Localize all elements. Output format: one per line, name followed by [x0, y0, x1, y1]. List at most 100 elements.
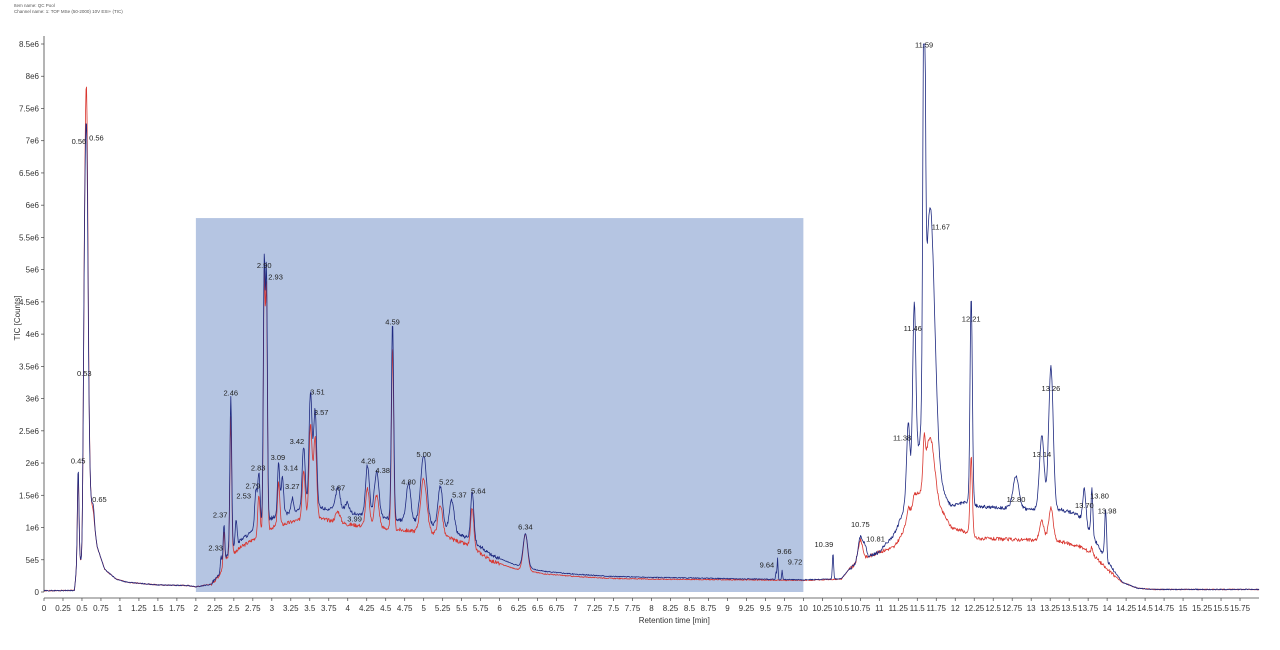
x-tick-label: 13.5: [1061, 604, 1077, 613]
peak-label: 2.53: [236, 492, 251, 501]
x-tick-label: 4.5: [380, 604, 392, 613]
x-tick-label: 3.5: [304, 604, 316, 613]
x-tick-label: 12.5: [985, 604, 1001, 613]
peak-label: 2.79: [246, 481, 261, 490]
peak-label: 13.80: [1090, 492, 1109, 501]
x-axis-label: Retention time [min]: [639, 616, 710, 625]
y-tick-label: 8.5e6: [19, 40, 40, 49]
peak-label: 11.38: [893, 434, 911, 443]
x-tick-label: 11.5: [910, 604, 926, 613]
series-line-blue: [43, 43, 1260, 592]
x-tick-label: 7.5: [608, 604, 620, 613]
x-tick-label: 14.5: [1137, 604, 1153, 613]
y-tick-label: 0: [35, 588, 40, 597]
peak-label: 2.90: [257, 261, 272, 270]
x-tick-label: 13: [1027, 604, 1036, 613]
x-tick-label: 2.5: [228, 604, 240, 613]
peak-label: 3.99: [347, 514, 362, 523]
x-tick-label: 9: [725, 604, 730, 613]
y-tick-label: 2e6: [26, 459, 40, 468]
x-tick-label: 6: [497, 604, 502, 613]
x-tick-label: 4.75: [397, 604, 413, 613]
x-tick-label: 5: [421, 604, 426, 613]
peak-label: 4.80: [401, 478, 416, 487]
x-tick-label: 15: [1179, 604, 1188, 613]
peak-label: 5.37: [452, 490, 467, 499]
x-tick-label: 5.75: [473, 604, 489, 613]
x-tick-label: 8.25: [663, 604, 679, 613]
x-tick-label: 11.25: [889, 604, 909, 613]
x-tick-label: 0.25: [55, 604, 71, 613]
peak-label: 9.66: [777, 547, 792, 556]
x-tick-label: 4.25: [359, 604, 375, 613]
peak-label: 2.33: [208, 543, 223, 552]
y-tick-label: 5.5e6: [19, 233, 40, 242]
peak-label: 10.81: [866, 534, 885, 543]
peak-label: 0.65: [92, 495, 107, 504]
x-tick-label: 11.75: [927, 604, 947, 613]
peak-label: 4.59: [385, 318, 400, 327]
x-tick-label: 10.5: [834, 604, 850, 613]
x-tick-label: 5.5: [456, 604, 468, 613]
peak-label: 11.46: [904, 324, 922, 333]
x-tick-label: 9.5: [760, 604, 772, 613]
peak-label: 2.46: [224, 389, 239, 398]
peak-label: 3.27: [285, 482, 300, 491]
peak-label: 4.38: [375, 466, 390, 475]
y-tick-label: 1.5e6: [19, 491, 40, 500]
x-tick-label: 8.75: [701, 604, 717, 613]
y-tick-label: 6e6: [26, 201, 40, 210]
x-tick-label: 15.5: [1213, 604, 1229, 613]
x-tick-label: 7.75: [625, 604, 641, 613]
x-tick-label: 15.25: [1192, 604, 1213, 613]
x-tick-label: 14.25: [1116, 604, 1137, 613]
peak-label: 3.51: [310, 387, 325, 396]
peak-label: 9.64: [760, 561, 775, 570]
y-axis-label: TIC [Counts]: [13, 296, 22, 341]
peak-label: 3.09: [271, 453, 286, 462]
y-tick-label: 3.5e6: [19, 362, 40, 371]
y-tick-label: 6.5e6: [19, 169, 40, 178]
x-tick-label: 0.75: [93, 604, 109, 613]
peak-label: 10.39: [814, 540, 833, 549]
x-tick-label: 2.75: [245, 604, 261, 613]
x-tick-label: 3.75: [321, 604, 337, 613]
peak-label: 3.57: [314, 408, 329, 417]
y-tick-label: 3e6: [26, 395, 40, 404]
x-tick-label: 15.75: [1230, 604, 1251, 613]
x-tick-label: 10: [799, 604, 808, 613]
peak-label: 5.22: [439, 478, 454, 487]
x-tick-label: 2: [194, 604, 199, 613]
x-tick-label: 13.25: [1040, 604, 1061, 613]
y-tick-label: 4.5e6: [19, 298, 40, 307]
y-tick-label: 5e5: [26, 556, 40, 565]
peak-label: 2.83: [251, 463, 266, 472]
peak-label: 5.00: [416, 450, 431, 459]
series-line-red: [43, 86, 1260, 592]
x-tick-label: 1: [118, 604, 123, 613]
peak-label: 2.93: [268, 273, 283, 282]
x-tick-label: 4: [346, 604, 351, 613]
y-tick-label: 8e6: [26, 72, 40, 81]
peak-label: 0.45: [71, 456, 86, 465]
x-tick-label: 12.25: [964, 604, 985, 613]
y-tick-label: 7.5e6: [19, 104, 40, 113]
peak-label: 3.42: [290, 437, 305, 446]
x-tick-label: 13.75: [1078, 604, 1099, 613]
highlight-region: [195, 218, 804, 592]
channel-name-header: Channel name: 1: TOF MSe (50-2000) 10V E…: [14, 9, 123, 14]
x-tick-label: 5.25: [435, 604, 451, 613]
peak-label: 0.53: [77, 369, 92, 378]
y-tick-label: 1e6: [26, 524, 40, 533]
x-tick-label: 3: [270, 604, 275, 613]
x-tick-label: 7: [573, 604, 578, 613]
x-tick-label: 10.25: [812, 604, 833, 613]
y-tick-label: 5e6: [26, 266, 40, 275]
peak-label: 3.87: [331, 483, 346, 492]
x-tick-label: 9.75: [777, 604, 793, 613]
peak-label: 11.59: [915, 40, 933, 49]
peak-label: 13.98: [1098, 507, 1117, 516]
y-tick-label: 2.5e6: [19, 427, 40, 436]
peak-label: 6.34: [518, 523, 533, 532]
x-tick-label: 8: [649, 604, 654, 613]
